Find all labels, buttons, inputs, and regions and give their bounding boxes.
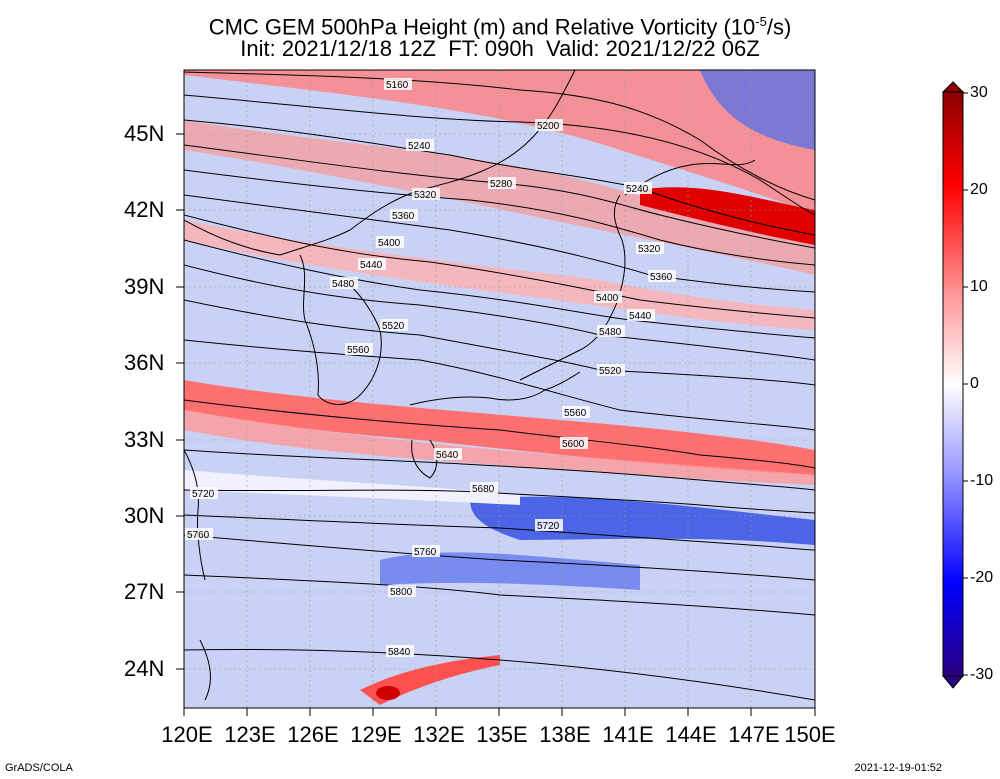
contour-label: 5360 — [650, 272, 673, 283]
vorticity-field — [184, 70, 815, 708]
title-superscript: -5 — [755, 14, 767, 29]
map-title-line2: Init: 2021/12/18 12Z FT: 090h Valid: 202… — [240, 36, 760, 61]
contour-label: 5320 — [414, 190, 437, 201]
lat-label: 30N — [124, 503, 165, 528]
contour-label: 5680 — [472, 484, 495, 495]
lon-label: 147E — [728, 722, 780, 747]
contour-label: 5480 — [599, 327, 622, 338]
lon-label: 141E — [602, 722, 654, 747]
lat-label: 42N — [124, 197, 165, 222]
contour-label: 5400 — [378, 238, 401, 249]
contour-label: 5800 — [390, 587, 413, 598]
lon-label: 144E — [665, 722, 717, 747]
colorbar-label: -20 — [970, 569, 994, 586]
contour-label: 5440 — [360, 260, 383, 271]
contour-label: 5600 — [562, 439, 585, 450]
contour-label: 5200 — [537, 121, 560, 132]
contour-label: 5400 — [596, 293, 619, 304]
colorbar-bottom-arrow — [941, 675, 965, 689]
lat-label: 39N — [124, 274, 165, 299]
contour-label: 5720 — [537, 521, 560, 532]
contour-label: 5640 — [436, 450, 459, 461]
contour-label: 5240 — [626, 184, 649, 195]
lat-label: 27N — [124, 579, 165, 604]
colorbar-label: -30 — [970, 666, 994, 683]
contour-label: 5760 — [187, 530, 210, 541]
lon-label: 120E — [161, 722, 213, 747]
lon-label: 129E — [350, 722, 402, 747]
colorbar-scale — [942, 91, 964, 677]
contour-labels: 5160 5200 5240 5280 5320 5240 5360 5320 … — [185, 78, 676, 658]
lon-label: 138E — [539, 722, 591, 747]
contour-label: 5560 — [347, 345, 370, 356]
contour-label: 5240 — [408, 141, 431, 152]
colorbar-label: 10 — [970, 278, 988, 295]
contour-label: 5480 — [332, 279, 355, 290]
lat-label: 24N — [124, 656, 165, 681]
contour-label: 5160 — [386, 80, 409, 91]
contour-label: 5760 — [414, 547, 437, 558]
contour-label: 5560 — [564, 408, 587, 419]
colorbar — [941, 81, 968, 689]
colorbar-label: -10 — [970, 472, 994, 489]
lon-label: 123E — [224, 722, 276, 747]
lon-label: 126E — [287, 722, 339, 747]
colorbar-label: 0 — [970, 375, 979, 392]
contour-label: 5720 — [192, 489, 215, 500]
map-title-line1: CMC GEM 500hPa Height (m) and Relative V… — [208, 14, 792, 40]
lat-label: 45N — [124, 121, 165, 146]
contour-label: 5520 — [382, 321, 405, 332]
contour-label: 5520 — [599, 366, 622, 377]
contour-label: 5440 — [629, 311, 652, 322]
lat-label: 33N — [124, 427, 165, 452]
contour-label: 5840 — [388, 647, 411, 658]
footer-credit: GrADS/COLA — [5, 762, 73, 774]
colorbar-top-arrow — [941, 81, 965, 93]
grid-lines — [184, 70, 815, 708]
footer-timestamp: 2021-12-19-01:52 — [854, 762, 942, 774]
lon-label: 135E — [476, 722, 528, 747]
contour-label: 5280 — [490, 179, 513, 190]
colorbar-label: 20 — [970, 181, 988, 198]
lat-label: 36N — [124, 350, 165, 375]
contour-label: 5360 — [392, 211, 415, 222]
lon-label: 132E — [413, 722, 465, 747]
contour-label: 5320 — [638, 244, 661, 255]
axis-ticks — [176, 133, 816, 716]
colorbar-label: 30 — [970, 84, 988, 101]
lon-label: 150E — [784, 722, 836, 747]
